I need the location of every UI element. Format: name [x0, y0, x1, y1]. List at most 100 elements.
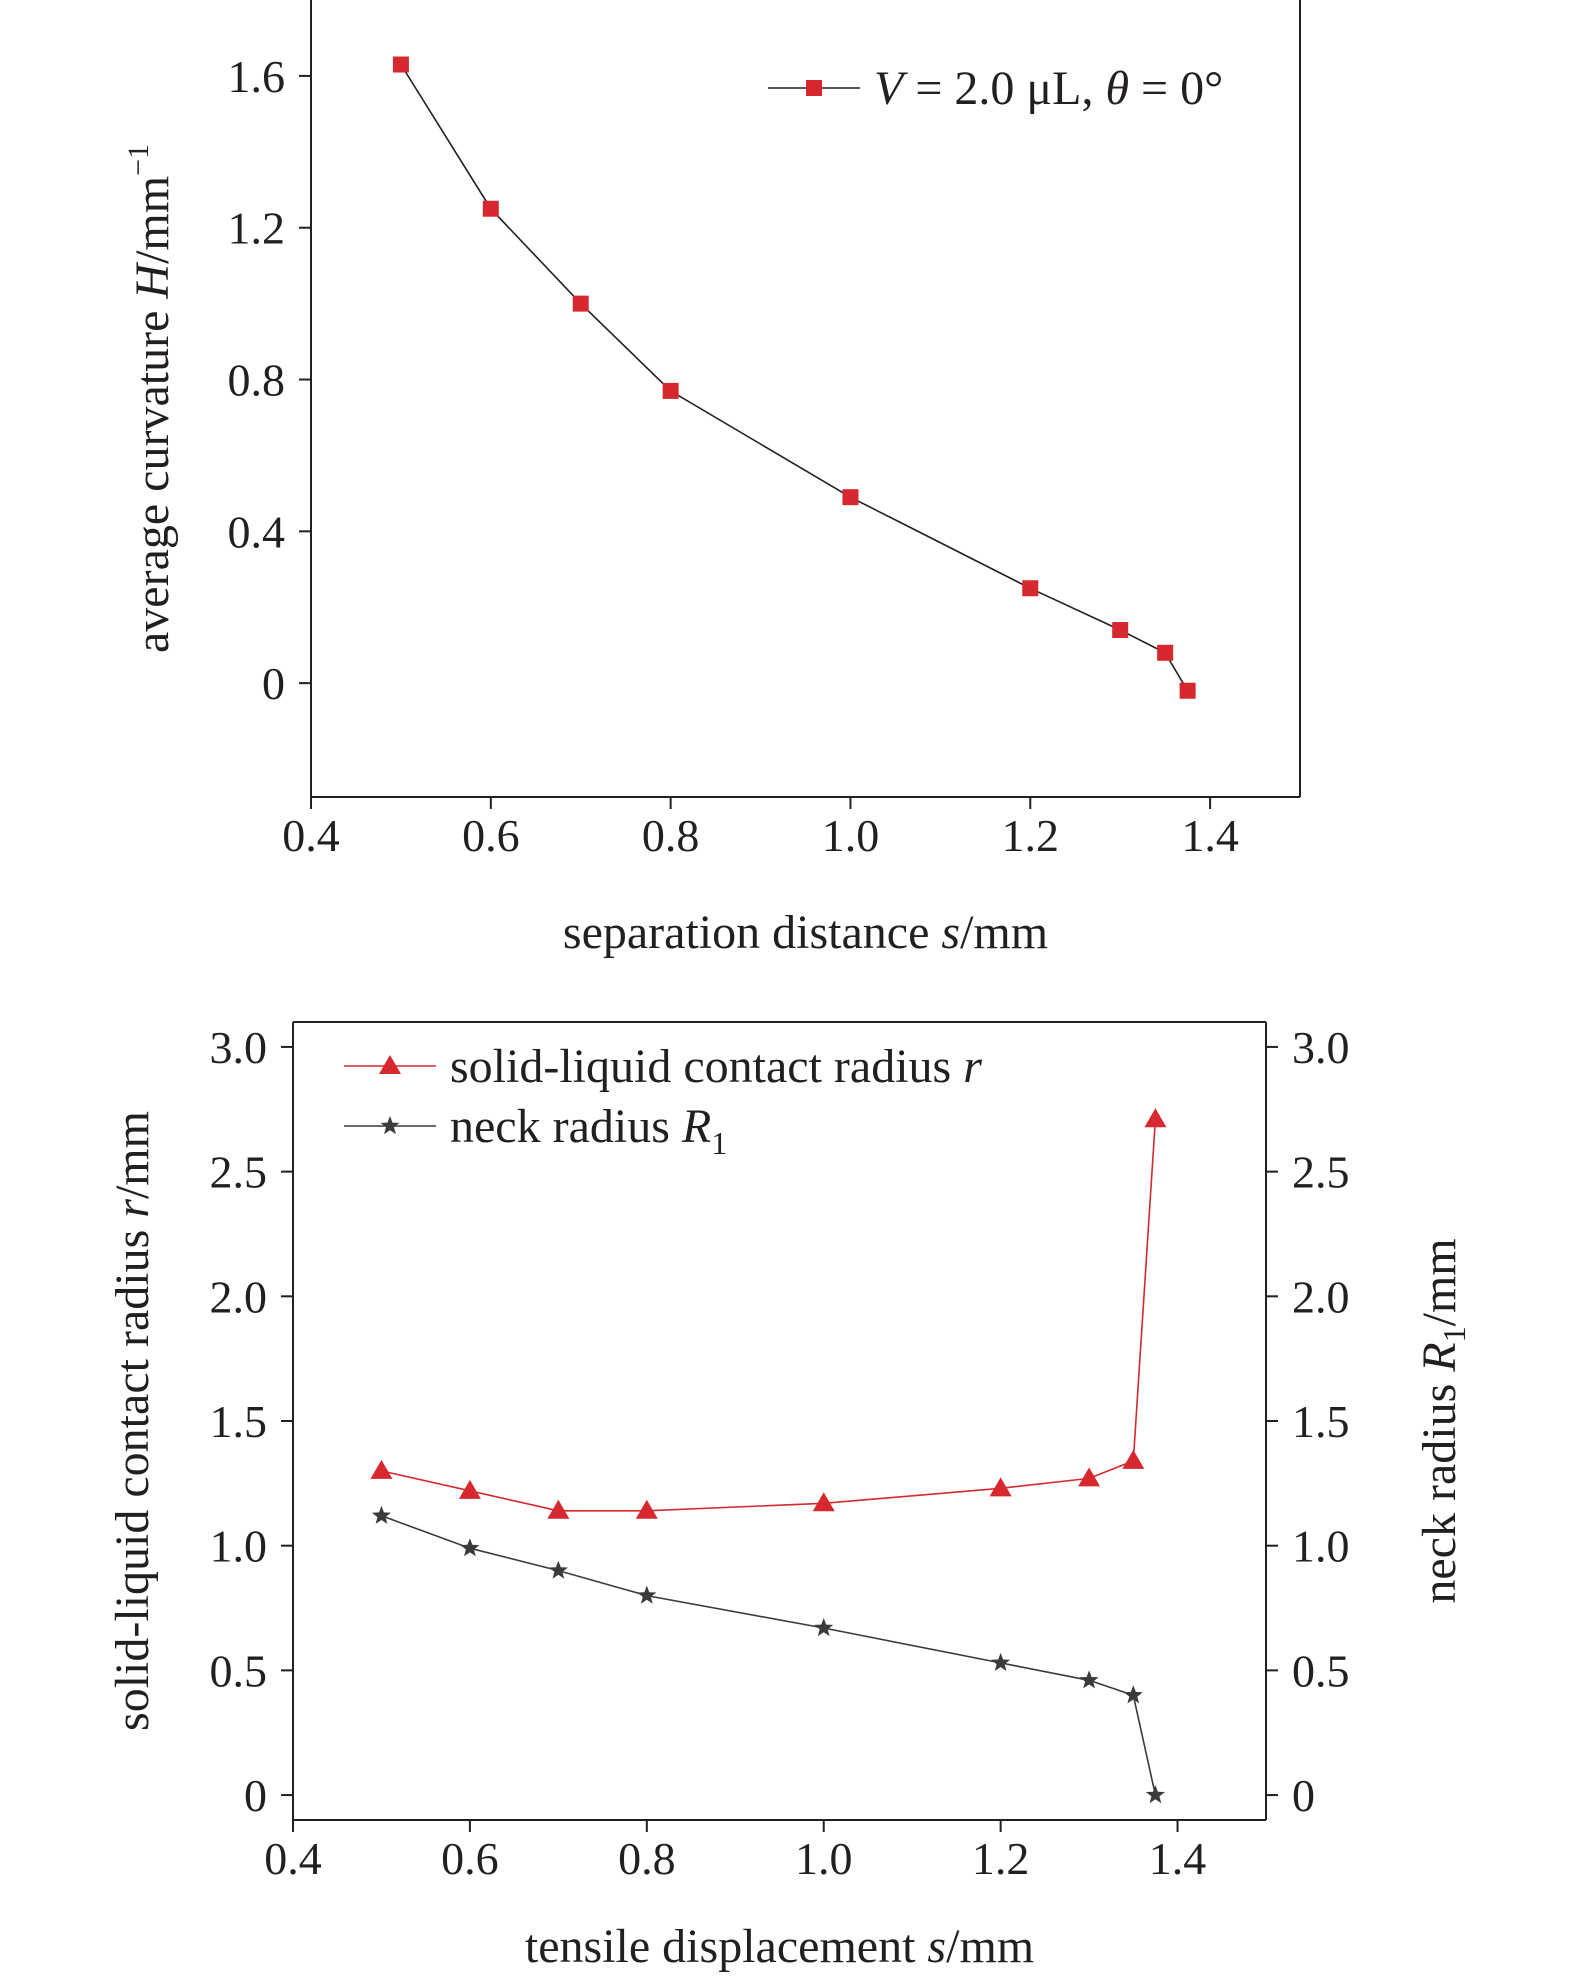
y-tick-label: 2.0 — [210, 1271, 268, 1322]
x-tick-label: 1.0 — [822, 810, 880, 861]
y-axis-title-text: average curvature — [126, 299, 179, 653]
y-right-axis-title-variable: R — [1413, 1342, 1466, 1372]
legend-label-part-0: V — [874, 62, 908, 115]
y-right-axis-title-text: neck radius — [1413, 1372, 1466, 1604]
y-right-tick-label: 0 — [1292, 1770, 1315, 1821]
x-tick-label: 0.4 — [264, 1833, 322, 1884]
data-point — [371, 1505, 391, 1524]
y-axis-title-text: solid-liquid contact radius — [106, 1218, 159, 1731]
data-point — [572, 295, 589, 312]
y-axis-title: solid-liquid contact radius r/mm — [106, 1111, 159, 1731]
y-axis-title-superscript: −1 — [122, 144, 155, 176]
legend-label: V = 2.0 μL, θ = 0° — [874, 62, 1223, 115]
legend-label-part-0: solid-liquid contact radius — [450, 1040, 963, 1093]
curvature-chart: 0.4 0.6 0.8 1.0 1.2 1.4 0 0.4 0.8 1.2 1.6 separatio… — [122, 0, 1301, 959]
y-right-axis-title: neck radius R1/mm — [1413, 1238, 1472, 1603]
series-line — [400, 64, 1189, 692]
x-tick-label: 1.0 — [795, 1833, 853, 1884]
data-point — [482, 200, 499, 217]
series-1 — [371, 1505, 1165, 1804]
radius-chart: 0.4 0.6 0.8 1.0 1.2 1.4 0 0 0.5 0.5 1.0 1.0 1.5 1.5 2.… — [106, 1021, 1472, 1973]
data-point — [635, 1499, 658, 1519]
y-tick-label: 1.6 — [228, 51, 286, 102]
x-tick-label: 0.6 — [462, 810, 520, 861]
legend-swatch-marker — [806, 80, 822, 96]
legend-label: solid-liquid contact radius r — [450, 1040, 982, 1093]
data-point — [370, 1459, 393, 1479]
data-point — [547, 1499, 570, 1519]
x-tick-label: 0.8 — [618, 1833, 676, 1884]
series-line — [381, 1119, 1157, 1512]
x-axis-title: tensile displacement s/mm — [525, 1920, 1034, 1973]
legend: solid-liquid contact radius r neck radius… — [344, 1040, 982, 1161]
x-tick-label: 1.2 — [1002, 810, 1060, 861]
data-point — [1179, 682, 1196, 699]
y-axis-title-variable: H — [126, 262, 179, 300]
data-point — [989, 1477, 1012, 1497]
y-axis-title-unit: /mm — [106, 1111, 159, 1199]
y-right-tick-label: 2.5 — [1292, 1147, 1350, 1198]
y-tick-label: 1.0 — [210, 1521, 268, 1572]
legend-swatch-marker — [380, 1116, 400, 1135]
data-point — [991, 1652, 1011, 1671]
x-tick-label: 1.4 — [1149, 1833, 1207, 1884]
legend-label-part-1: r — [963, 1040, 982, 1093]
y-tick-label: 1.5 — [210, 1396, 268, 1447]
x-tick-label: 1.2 — [972, 1833, 1030, 1884]
y-right-tick-label: 1.5 — [1292, 1396, 1350, 1447]
data-point — [1144, 1108, 1167, 1128]
x-axis-title-unit: /mm — [946, 1920, 1034, 1973]
y-axis-title-unit: /mm — [126, 176, 179, 264]
data-point — [548, 1560, 568, 1579]
legend-label-part-2: 1 — [711, 1125, 727, 1161]
data-point — [1123, 1685, 1143, 1704]
data-point — [1079, 1670, 1099, 1689]
x-tick-label: 0.8 — [642, 810, 700, 861]
series-0 — [392, 56, 1196, 699]
data-point — [662, 382, 679, 399]
y-right-tick-label: 1.0 — [1292, 1521, 1350, 1572]
y-axis-title-variable: r — [106, 1199, 159, 1218]
x-axis-title: separation distance s/mm — [563, 906, 1048, 959]
y-right-tick-label: 0.5 — [1292, 1645, 1350, 1696]
series-0 — [370, 1108, 1167, 1519]
legend-label-part-3: = 0° — [1129, 62, 1223, 115]
x-axis-title-text: separation distance — [563, 906, 942, 959]
data-point — [1122, 1449, 1145, 1469]
data-point — [1157, 644, 1174, 661]
data-point — [460, 1538, 480, 1557]
y-right-axis-title-unit: /mm — [1413, 1238, 1466, 1326]
data-point — [1022, 580, 1039, 597]
series-line — [381, 1515, 1157, 1796]
y-tick-label: 1.2 — [228, 203, 286, 254]
x-tick-label: 0.4 — [282, 810, 340, 861]
data-point — [842, 489, 859, 506]
data-point — [1112, 622, 1129, 639]
data-point — [1078, 1467, 1101, 1487]
legend-label: neck radius R1 — [450, 1100, 727, 1161]
x-tick-label: 1.4 — [1181, 810, 1239, 861]
data-point — [1145, 1785, 1165, 1804]
data-point — [812, 1492, 835, 1512]
y-right-tick-label: 2.0 — [1292, 1271, 1350, 1322]
legend-label-part-0: neck radius — [450, 1100, 682, 1153]
data-point — [392, 56, 409, 73]
y-tick-label: 0 — [244, 1770, 267, 1821]
y-right-axis-title-subscript: 1 — [1436, 1326, 1472, 1342]
data-point — [637, 1585, 657, 1604]
data-point — [814, 1618, 834, 1637]
y-tick-label: 3.0 — [210, 1022, 268, 1073]
y-tick-label: 0 — [262, 658, 285, 709]
y-axis-title: average curvature H/mm−1 — [122, 144, 179, 653]
x-axis-title-text: tensile displacement — [525, 1920, 928, 1973]
y-tick-label: 0.4 — [228, 506, 286, 557]
legend-label-part-1: = 2.0 μL, — [903, 62, 1105, 115]
data-point — [458, 1479, 481, 1499]
y-right-tick-label: 3.0 — [1292, 1022, 1350, 1073]
y-tick-label: 0.5 — [210, 1645, 268, 1696]
legend-label-part-2: θ — [1105, 62, 1129, 115]
x-axis-title-unit: /mm — [960, 906, 1048, 959]
legend: V = 2.0 μL, θ = 0° — [768, 62, 1223, 115]
legend-swatch-marker — [379, 1055, 401, 1074]
